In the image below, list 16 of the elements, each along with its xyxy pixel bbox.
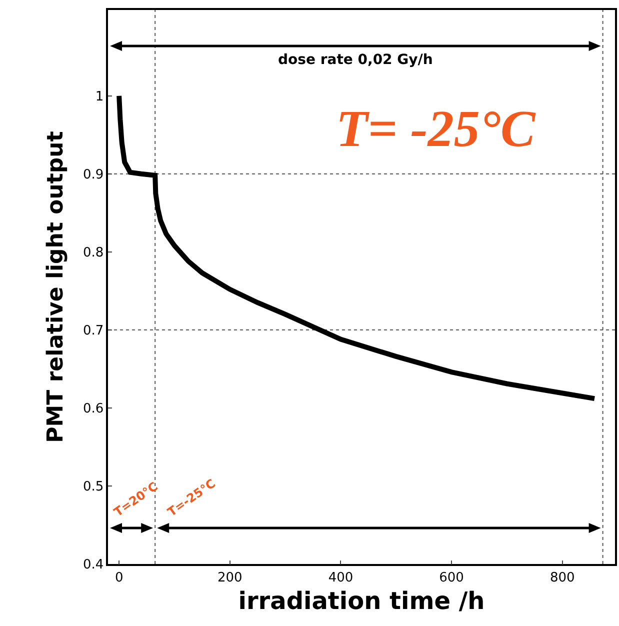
y-axis-title: PMT relative light output	[43, 130, 68, 443]
x-tick-label: 0	[114, 570, 124, 586]
y-tick-label: 0.7	[82, 323, 104, 338]
x-tick-label: 400	[328, 570, 354, 586]
annotation: dose rate 0,02 Gy/h	[278, 52, 433, 68]
x-tick-label: 600	[439, 570, 464, 586]
y-tick-label: 0.4	[82, 558, 104, 573]
x-tick-label: 200	[217, 570, 242, 586]
y-tick-label: 0.5	[82, 480, 104, 495]
x-tick-label: 800	[550, 570, 575, 586]
y-tick-label: 1	[95, 89, 104, 104]
y-tick-label: 0.9	[82, 167, 104, 182]
y-tick-label: 0.8	[82, 245, 104, 260]
annotation: T= -25°C	[336, 101, 537, 158]
x-axis-title: irradiation time /h	[238, 587, 485, 616]
y-tick-label: 0.6	[82, 401, 104, 416]
